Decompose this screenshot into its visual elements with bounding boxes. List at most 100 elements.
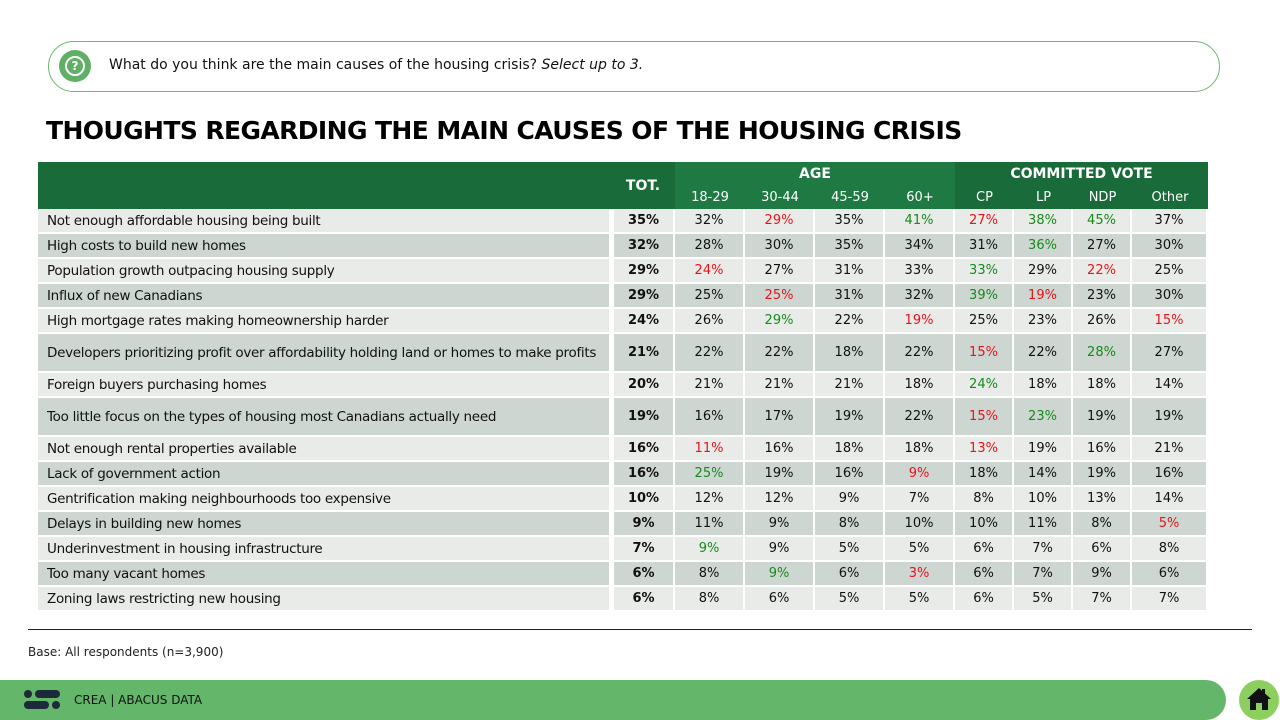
group-header-age: AGE — [675, 162, 955, 185]
column-header-45-59: 45-59 — [815, 185, 885, 209]
cell-value: 31% — [815, 259, 885, 284]
cell-value: 41% — [885, 209, 955, 234]
cell-value: 37% — [1132, 209, 1208, 234]
table-row: Underinvestment in housing infrastructur… — [38, 537, 1208, 562]
cell-value: 27% — [1132, 334, 1208, 373]
total-value: 16% — [611, 462, 675, 487]
divider — [28, 629, 1252, 630]
column-header-30-44: 30-44 — [745, 185, 815, 209]
total-value: 10% — [611, 487, 675, 512]
cell-value: 6% — [955, 537, 1014, 562]
cell-value: 25% — [675, 284, 745, 309]
cell-value: 9% — [1073, 562, 1132, 587]
total-value: 29% — [611, 259, 675, 284]
cell-value: 18% — [885, 373, 955, 398]
cell-value: 16% — [675, 398, 745, 437]
base-note: Base: All respondents (n=3,900) — [28, 645, 224, 659]
table-row: Too little focus on the types of housing… — [38, 398, 1208, 437]
page-title: THOUGHTS REGARDING THE MAIN CAUSES OF TH… — [46, 116, 962, 145]
cell-value: 34% — [885, 234, 955, 259]
cell-value: 12% — [745, 487, 815, 512]
cell-value: 19% — [1014, 437, 1073, 462]
table-row: Population growth outpacing housing supp… — [38, 259, 1208, 284]
home-button[interactable] — [1239, 680, 1279, 720]
cell-value: 13% — [1073, 487, 1132, 512]
cell-value: 6% — [815, 562, 885, 587]
total-value: 16% — [611, 437, 675, 462]
cell-value: 16% — [1132, 462, 1208, 487]
total-value: 32% — [611, 234, 675, 259]
question-instruction: Select up to 3. — [541, 57, 644, 73]
cell-value: 17% — [745, 398, 815, 437]
table-row: Zoning laws restricting new housing 6% 8% 6… — [38, 587, 1208, 612]
cell-value: 31% — [815, 284, 885, 309]
cell-value: 9% — [815, 487, 885, 512]
row-label: High costs to build new homes — [38, 234, 611, 259]
row-label: Influx of new Canadians — [38, 284, 611, 309]
question-text: What do you think are the main causes of… — [109, 57, 643, 73]
cell-value: 19% — [1014, 284, 1073, 309]
cell-value: 7% — [1073, 587, 1132, 612]
cell-value: 5% — [885, 587, 955, 612]
cell-value: 13% — [955, 437, 1014, 462]
total-value: 9% — [611, 512, 675, 537]
cell-value: 6% — [1132, 562, 1208, 587]
cell-value: 19% — [745, 462, 815, 487]
cell-value: 9% — [675, 537, 745, 562]
cell-value: 30% — [1132, 284, 1208, 309]
cell-value: 5% — [815, 587, 885, 612]
cell-value: 23% — [1073, 284, 1132, 309]
cell-value: 8% — [675, 587, 745, 612]
cell-value: 5% — [1014, 587, 1073, 612]
row-label: Population growth outpacing housing supp… — [38, 259, 611, 284]
cell-value: 25% — [1132, 259, 1208, 284]
column-header-18-29: 18-29 — [675, 185, 745, 209]
cell-value: 6% — [745, 587, 815, 612]
row-label: Lack of government action — [38, 462, 611, 487]
cell-value: 18% — [815, 437, 885, 462]
total-value: 20% — [611, 373, 675, 398]
cell-value: 18% — [955, 462, 1014, 487]
total-value: 35% — [611, 209, 675, 234]
cell-value: 19% — [1073, 462, 1132, 487]
cell-value: 18% — [1073, 373, 1132, 398]
cell-value: 19% — [885, 309, 955, 334]
cell-value: 15% — [955, 334, 1014, 373]
cell-value: 30% — [745, 234, 815, 259]
cell-value: 14% — [1014, 462, 1073, 487]
row-label: Zoning laws restricting new housing — [38, 587, 611, 612]
cell-value: 21% — [745, 373, 815, 398]
row-label: Foreign buyers purchasing homes — [38, 373, 611, 398]
cell-value: 23% — [1014, 309, 1073, 334]
column-header-other: Other — [1132, 185, 1208, 209]
cell-value: 15% — [955, 398, 1014, 437]
total-value: 6% — [611, 562, 675, 587]
cell-value: 19% — [815, 398, 885, 437]
cell-value: 29% — [1014, 259, 1073, 284]
cell-value: 7% — [885, 487, 955, 512]
cell-value: 16% — [745, 437, 815, 462]
cell-value: 39% — [955, 284, 1014, 309]
cell-value: 9% — [745, 562, 815, 587]
cell-value: 11% — [675, 437, 745, 462]
cell-value: 10% — [885, 512, 955, 537]
footer-text: CREA | ABACUS DATA — [74, 693, 203, 707]
cell-value: 38% — [1014, 209, 1073, 234]
cell-value: 3% — [885, 562, 955, 587]
cell-value: 9% — [745, 537, 815, 562]
cell-value: 28% — [675, 234, 745, 259]
cell-value: 8% — [1132, 537, 1208, 562]
cell-value: 16% — [1073, 437, 1132, 462]
cell-value: 27% — [955, 209, 1014, 234]
total-value: 24% — [611, 309, 675, 334]
question-prompt: What do you think are the main causes of… — [109, 57, 538, 73]
cell-value: 30% — [1132, 234, 1208, 259]
cell-value: 21% — [675, 373, 745, 398]
table-row: Not enough affordable housing being buil… — [38, 209, 1208, 234]
question-banner: ? What do you think are the main causes … — [48, 41, 1220, 92]
row-label: Developers prioritizing profit over affo… — [38, 334, 611, 373]
label-header — [38, 162, 611, 209]
cell-value: 11% — [675, 512, 745, 537]
cell-value: 26% — [675, 309, 745, 334]
cell-value: 9% — [885, 462, 955, 487]
